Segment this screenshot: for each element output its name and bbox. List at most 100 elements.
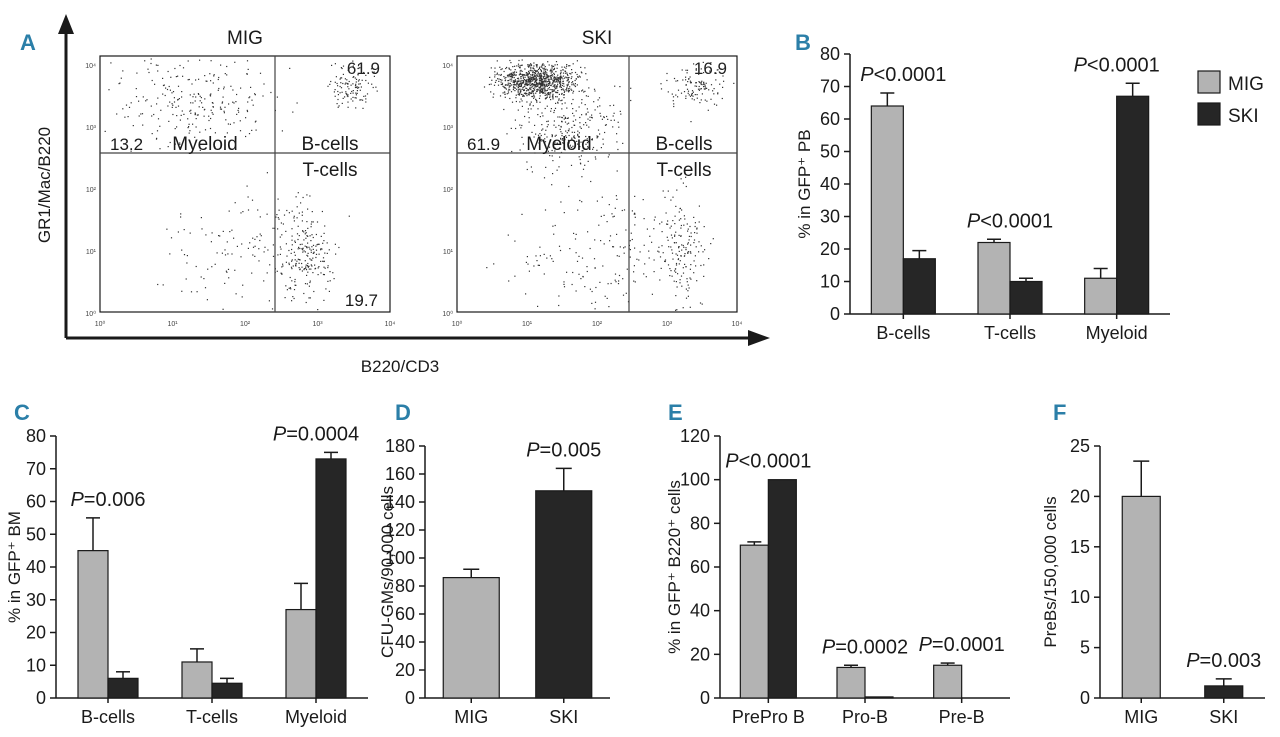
flow-event-dot — [571, 283, 573, 286]
flow-event-dot — [226, 65, 228, 68]
flow-event-dot — [680, 178, 682, 180]
flow-event-dot — [311, 265, 313, 267]
flow-event-dot — [587, 118, 589, 120]
flow-event-dot — [557, 102, 559, 104]
flow-event-dot — [561, 66, 563, 68]
flow-event-dot — [608, 204, 610, 206]
flow-event-dot — [688, 287, 690, 289]
flow-event-dot — [677, 258, 679, 261]
flow-event-dot — [530, 70, 532, 72]
flow-event-dot — [187, 79, 189, 81]
flow-event-dot — [181, 91, 183, 93]
flow-event-dot — [533, 65, 535, 67]
flow-event-dot — [258, 248, 260, 250]
flow-event-dot — [533, 62, 535, 64]
flow-event-dot — [309, 281, 311, 284]
flow-event-dot — [154, 83, 156, 85]
flow-event-dot — [233, 122, 235, 124]
flow-event-dot — [675, 94, 677, 96]
flow-event-dot — [216, 252, 218, 254]
flow-event-dot — [530, 74, 532, 76]
flow-event-dot — [527, 75, 529, 77]
flow-event-dot — [553, 79, 555, 81]
flow-event-dot — [189, 130, 191, 132]
flow-event-dot — [508, 67, 510, 69]
flow-event-dot — [556, 85, 558, 87]
flow-event-dot — [580, 278, 582, 280]
y-tick-label: 20 — [690, 644, 710, 664]
flow-event-dot — [526, 78, 528, 81]
flow-event-dot — [518, 93, 520, 95]
flow-event-dot — [543, 69, 545, 71]
y-tick-label: 80 — [395, 576, 415, 596]
flow-event-dot — [248, 97, 250, 99]
flow-event-dot — [521, 59, 523, 61]
flow-event-dot — [513, 81, 516, 83]
flow-event-dot — [205, 234, 207, 236]
flow-event-dot — [527, 77, 529, 79]
flow-event-dot — [616, 255, 618, 257]
flow-event-dot — [550, 70, 552, 72]
flow-event-dot — [563, 283, 565, 285]
flow-event-dot — [521, 73, 523, 75]
flow-event-dot — [306, 221, 308, 223]
flow-event-dot — [551, 96, 554, 98]
flow-event-dot — [498, 74, 500, 76]
flow-event-dot — [579, 126, 581, 128]
flow-event-dot — [171, 92, 173, 94]
flow-event-dot — [624, 246, 626, 248]
flow-event-dot — [214, 263, 216, 265]
flow-event-dot — [544, 98, 547, 100]
flow-event-dot — [548, 146, 551, 148]
flow-event-dot — [512, 81, 514, 83]
flow-event-dot — [629, 256, 631, 258]
flow-event-dot — [609, 105, 611, 107]
flow-event-dot — [586, 79, 588, 81]
flow-event-dot — [552, 90, 554, 92]
legend-mig-swatch — [1197, 70, 1221, 94]
flow-event-dot — [575, 290, 577, 292]
flow-event-dot — [517, 80, 519, 82]
flow-event-dot — [698, 81, 700, 83]
flow-event-dot — [684, 253, 686, 255]
flow-event-dot — [186, 262, 188, 264]
ski-bar — [864, 696, 894, 699]
lower-right-percent: 19.7 — [345, 291, 378, 310]
flow-event-dot — [224, 282, 226, 284]
flow-event-dot — [696, 280, 698, 282]
flow-event-dot — [518, 89, 520, 91]
flow-event-dot — [529, 76, 531, 78]
flow-event-dot — [557, 116, 559, 118]
flow-event-dot — [547, 84, 549, 86]
flow-event-dot — [717, 92, 719, 94]
flow-event-dot — [522, 82, 524, 84]
flow-event-dot — [302, 247, 304, 249]
flow-event-dot — [675, 253, 677, 255]
flow-event-dot — [614, 279, 616, 281]
flow-event-dot — [515, 94, 517, 96]
flow-event-dot — [556, 78, 558, 81]
flow-event-dot — [521, 79, 523, 82]
flow-event-dot — [680, 218, 682, 220]
flow-event-dot — [651, 293, 653, 295]
flow-event-dot — [364, 95, 367, 97]
flow-event-dot — [543, 74, 545, 76]
ski-bar — [902, 258, 936, 315]
flow-x-tick-label: 10³ — [312, 321, 323, 328]
flow-event-dot — [546, 92, 548, 94]
flow-event-dot — [563, 118, 565, 120]
flow-event-dot — [228, 103, 230, 105]
flow-event-dot — [518, 74, 520, 76]
flow-event-dot — [530, 91, 532, 94]
flow-event-dot — [223, 112, 225, 114]
flow-event-dot — [685, 76, 687, 78]
flow-event-dot — [353, 76, 355, 78]
y-tick-label: 0 — [405, 688, 415, 708]
flow-event-dot — [586, 142, 589, 144]
flow-event-dot — [310, 264, 312, 266]
flow-event-dot — [675, 309, 677, 311]
flow-event-dot — [567, 77, 569, 79]
y-tick-label: 50 — [26, 524, 46, 544]
flow-event-dot — [514, 73, 516, 75]
flow-event-dot — [211, 232, 213, 234]
